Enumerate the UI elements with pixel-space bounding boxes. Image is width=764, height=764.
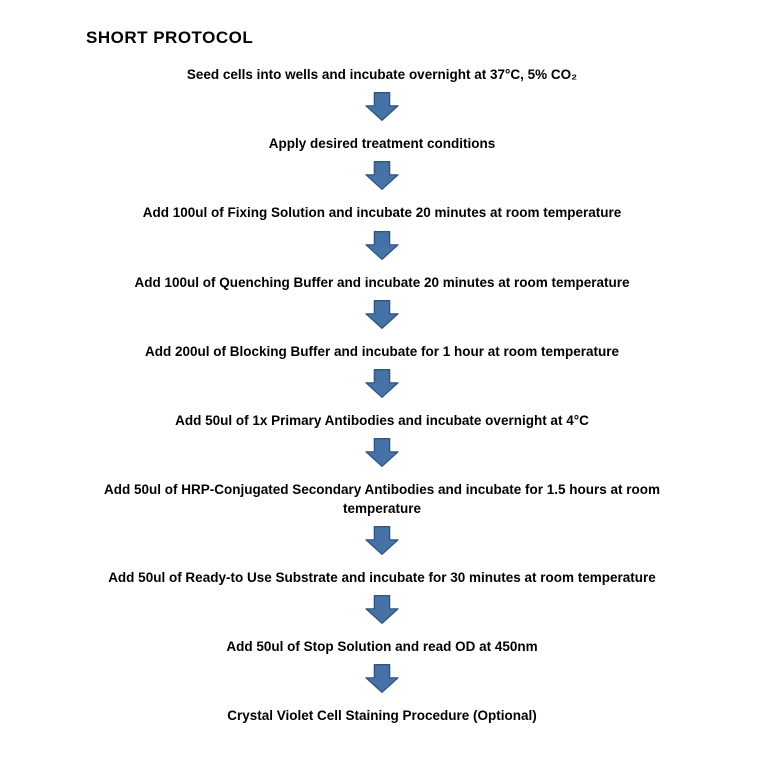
down-arrow-icon (0, 593, 764, 626)
down-arrow-icon (0, 524, 764, 557)
down-arrow-icon (0, 662, 764, 695)
protocol-step: Apply desired treatment conditions (82, 135, 682, 153)
protocol-step: Crystal Violet Cell Staining Procedure (… (82, 707, 682, 725)
protocol-step: Add 50ul of 1x Primary Antibodies and in… (82, 412, 682, 430)
protocol-page: SHORT PROTOCOL Seed cells into wells and… (0, 0, 764, 725)
page-title: SHORT PROTOCOL (86, 28, 764, 48)
protocol-step: Add 200ul of Blocking Buffer and incubat… (82, 343, 682, 361)
down-arrow-icon (0, 229, 764, 262)
protocol-step: Add 50ul of HRP-Conjugated Secondary Ant… (82, 481, 682, 517)
protocol-step: Add 100ul of Fixing Solution and incubat… (82, 204, 682, 222)
down-arrow-icon (0, 367, 764, 400)
protocol-step: Add 50ul of Ready-to Use Substrate and i… (82, 569, 682, 587)
protocol-step: Add 100ul of Quenching Buffer and incuba… (82, 274, 682, 292)
protocol-flow: Seed cells into wells and incubate overn… (0, 66, 764, 725)
protocol-step: Add 50ul of Stop Solution and read OD at… (82, 638, 682, 656)
protocol-step: Seed cells into wells and incubate overn… (82, 66, 682, 84)
down-arrow-icon (0, 298, 764, 331)
down-arrow-icon (0, 90, 764, 123)
down-arrow-icon (0, 159, 764, 192)
down-arrow-icon (0, 436, 764, 469)
